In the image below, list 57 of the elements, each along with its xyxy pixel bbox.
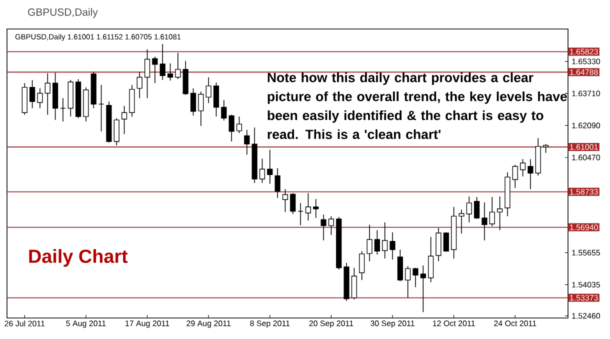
candlestick [160,44,166,80]
candlestick [175,52,181,80]
candlestick [420,265,426,312]
candlestick [37,88,43,109]
candlestick [136,71,142,99]
candlestick [528,158,534,190]
candlestick [290,192,296,214]
candlestick [436,227,442,262]
candlestick [236,116,242,134]
candlestick [359,250,365,280]
candlestick [428,236,434,283]
candlestick [298,202,304,226]
candlestick [320,214,326,241]
candlestick [366,224,372,262]
candlestick [489,196,495,227]
candlestick [466,196,472,223]
candlestick [29,80,36,109]
candlestick [405,266,411,298]
candlestick [390,232,396,260]
candlestick [443,232,449,252]
candlestick [206,76,212,104]
candlestick [259,158,266,184]
candlestick [198,91,204,126]
candlestick [221,100,227,121]
candlestick [351,267,357,300]
candlestick [382,222,388,259]
candlestick [44,72,50,116]
candlestick [520,158,526,177]
candlestick [121,105,128,135]
candlestick [152,56,158,84]
candlestick [282,188,288,212]
candlestick [129,84,135,117]
candlestick [497,196,503,231]
candlestick [60,98,66,122]
candlestick [305,192,312,221]
annotation: Daily Chart [29,249,128,267]
candlestick [412,267,418,288]
candlestick [458,209,464,234]
candlestick [474,196,480,220]
candlestick [328,216,334,236]
candlestick [144,48,150,99]
candlestick [274,168,280,198]
candlestick [397,249,403,282]
candlestick [98,84,104,132]
candlestick [512,164,518,188]
candlestick [374,230,380,255]
candlestick [190,88,196,116]
annotation: Note how this daily chart provides a clear picture of the overall trend, the key levels have been easily identified & the chart is easy to read. This is a 'clean chart' [268,72,567,140]
candlestick [167,62,174,81]
candlestick [267,149,273,184]
candlestick [244,129,250,156]
candlestick [313,198,319,218]
candlestick [228,114,234,142]
chart-title: GBPUSD,Daily [28,8,98,18]
candlestick [114,118,120,146]
candlestick [213,82,220,117]
candlestick [482,202,488,241]
